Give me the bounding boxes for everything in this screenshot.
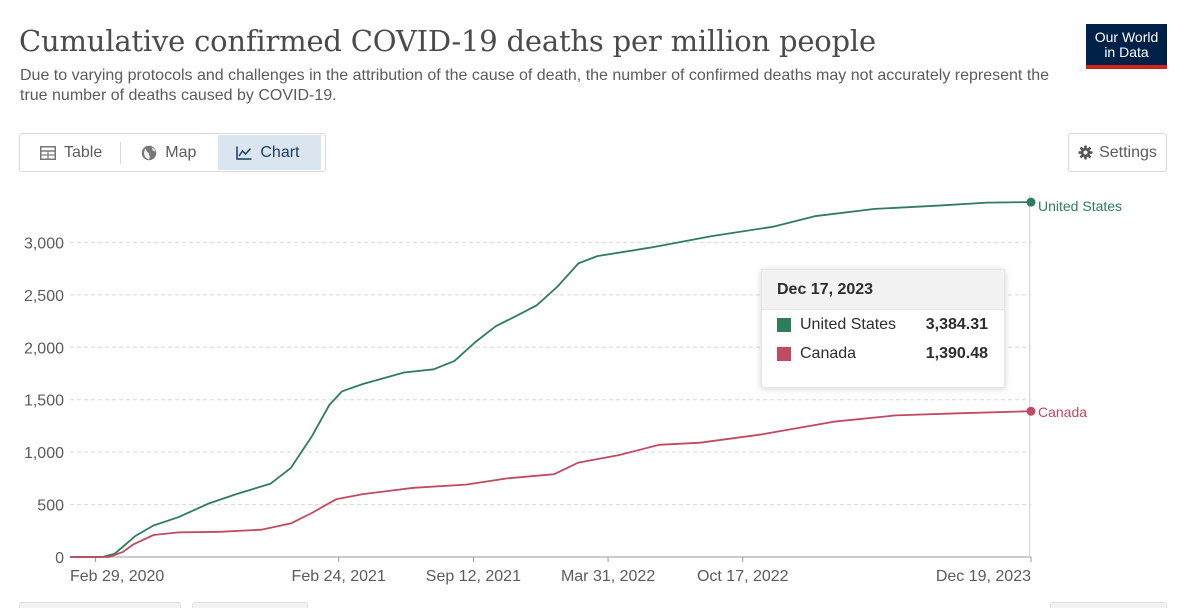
tab-divider (120, 141, 122, 164)
tab-table-label: Table (64, 143, 103, 161)
tooltip-row-canada: Canada 1,390.48 (762, 339, 1004, 368)
chart-subtitle: Due to varying protocols and challenges … (20, 67, 1050, 104)
tooltip-date: Dec 17, 2023 (762, 270, 1004, 310)
x-tick-label: Oct 17, 2022 (697, 568, 789, 585)
tooltip: Dec 17, 2023 United States 3,384.31 Cana… (761, 269, 1005, 388)
globe-icon (142, 145, 157, 160)
tooltip-series-value: 1,390.48 (925, 344, 988, 362)
united-states-swatch (777, 317, 791, 332)
x-tick-label: Mar 31, 2022 (561, 568, 655, 585)
logo-line-1: Our World (1094, 29, 1159, 45)
series-line-canada (70, 410, 1032, 558)
bottom-control[interactable] (192, 602, 308, 608)
tooltip-series-name: United States (800, 315, 897, 333)
y-axis-labels: 0 500 1,000 1,500 2,000 2,500 3,000 (24, 235, 64, 567)
settings-label: Settings (1099, 143, 1157, 161)
canada-swatch (777, 346, 791, 361)
series-end-label: Canada (1038, 404, 1087, 420)
tab-map[interactable]: Map (123, 135, 214, 170)
owid-logo[interactable]: Our World in Data (1086, 24, 1167, 69)
series-end-labels: United States Canada (1026, 197, 1122, 420)
x-tick-label: Dec 19, 2023 (936, 568, 1031, 585)
table-icon (40, 145, 56, 160)
series-end-marker (1026, 406, 1036, 416)
y-tick-label: 1,500 (24, 393, 64, 410)
y-tick-label: 1,000 (24, 445, 64, 462)
tab-chart[interactable]: Chart (218, 135, 322, 170)
tab-table[interactable]: Table (22, 135, 120, 170)
tooltip-series-name: Canada (800, 344, 857, 362)
line-chart-icon (236, 146, 252, 160)
y-tick-label: 2,000 (24, 340, 64, 357)
y-tick-label: 0 (55, 550, 64, 567)
tab-map-label: Map (165, 143, 197, 161)
y-tick-label: 3,000 (24, 235, 64, 252)
tooltip-row-united-states: United States 3,384.31 (762, 310, 1004, 339)
series-lines (70, 201, 1032, 558)
logo-line-2: in Data (1104, 44, 1149, 60)
y-tick-label: 2,500 (24, 288, 64, 305)
bottom-control[interactable] (1050, 602, 1167, 608)
series-end-label: United States (1038, 198, 1122, 214)
series-end-marker (1026, 197, 1036, 207)
x-axis: Feb 29, 2020 Feb 24, 2021 Sep 12, 2021 Mar … (70, 556, 1032, 585)
bottom-control[interactable] (19, 602, 181, 608)
x-tick-label: Sep 12, 2021 (426, 568, 521, 585)
view-tabs: Table Map Chart (19, 133, 326, 172)
x-tick-label: Feb 24, 2021 (292, 568, 386, 585)
tooltip-series-value: 3,384.31 (925, 315, 988, 333)
chart-title: Cumulative confirmed COVID-19 deaths per… (19, 24, 876, 58)
settings-button[interactable]: Settings (1068, 133, 1167, 172)
y-tick-label: 500 (37, 498, 64, 515)
x-tick-label: Feb 29, 2020 (70, 568, 164, 585)
tab-chart-label: Chart (260, 143, 300, 161)
gear-icon (1078, 145, 1093, 160)
series-line-united-states (70, 201, 1032, 558)
